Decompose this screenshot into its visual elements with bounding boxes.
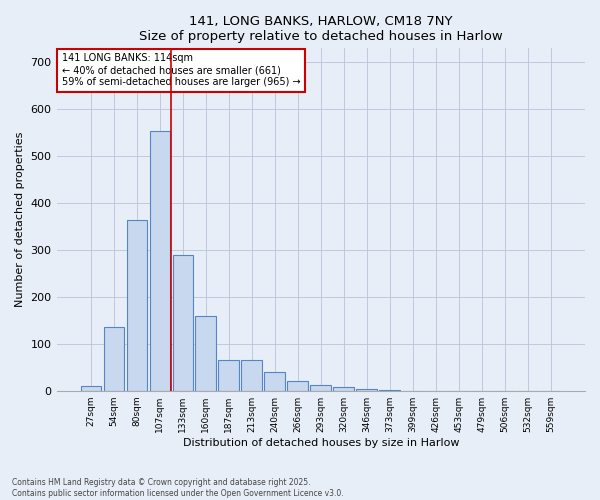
Bar xyxy=(334,387,354,390)
Bar xyxy=(80,386,101,390)
Y-axis label: Number of detached properties: Number of detached properties xyxy=(15,132,25,307)
Bar xyxy=(104,328,124,390)
Bar xyxy=(149,132,170,390)
Bar xyxy=(356,389,377,390)
Bar xyxy=(196,316,216,390)
X-axis label: Distribution of detached houses by size in Harlow: Distribution of detached houses by size … xyxy=(182,438,459,448)
Bar xyxy=(127,220,147,390)
Bar xyxy=(265,372,285,390)
Title: 141, LONG BANKS, HARLOW, CM18 7NY
Size of property relative to detached houses i: 141, LONG BANKS, HARLOW, CM18 7NY Size o… xyxy=(139,15,503,43)
Text: Contains HM Land Registry data © Crown copyright and database right 2025.
Contai: Contains HM Land Registry data © Crown c… xyxy=(12,478,344,498)
Bar xyxy=(241,360,262,390)
Text: 141 LONG BANKS: 114sqm
← 40% of detached houses are smaller (661)
59% of semi-de: 141 LONG BANKS: 114sqm ← 40% of detached… xyxy=(62,54,301,86)
Bar xyxy=(287,382,308,390)
Bar xyxy=(310,384,331,390)
Bar xyxy=(218,360,239,390)
Bar xyxy=(173,254,193,390)
